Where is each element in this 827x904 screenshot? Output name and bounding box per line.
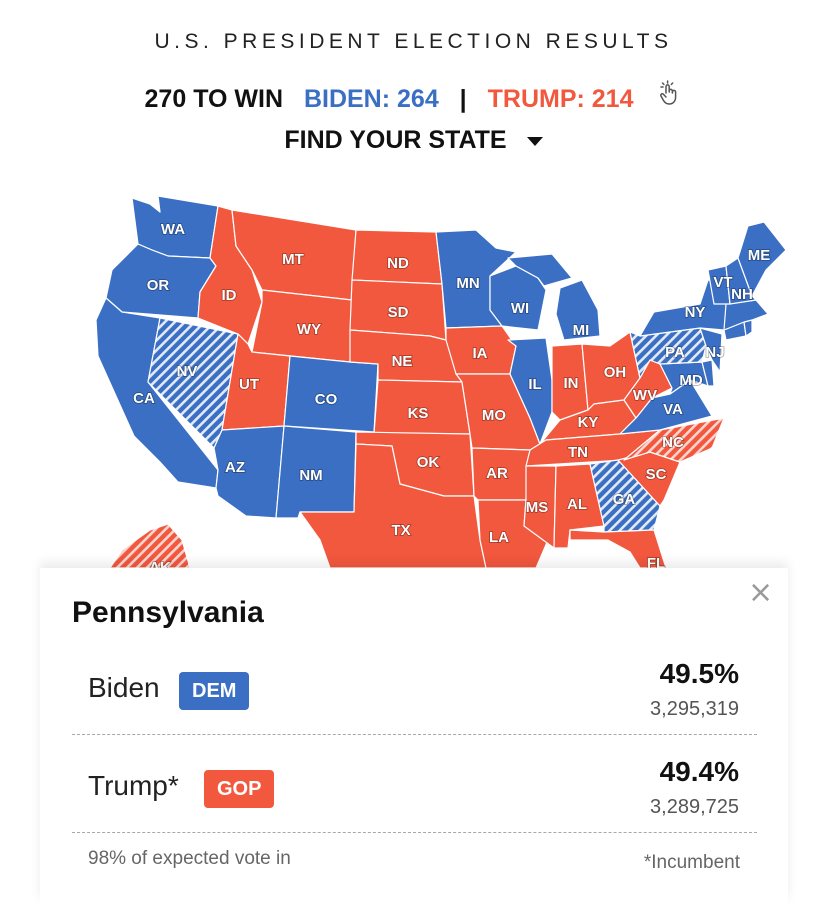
label-nh: NH	[731, 286, 753, 303]
label-nm: NM	[299, 467, 322, 484]
label-co: CO	[315, 391, 338, 408]
label-ok: OK	[417, 454, 440, 471]
label-ca: CA	[133, 390, 155, 407]
caret-down-icon	[526, 136, 543, 146]
expected-vote-status: 98% of expected vote in	[88, 848, 291, 869]
party-badge-gop: GOP	[204, 770, 275, 808]
label-pa: PA	[665, 344, 685, 361]
label-vt: VT	[713, 274, 732, 291]
label-ky: KY	[578, 414, 599, 431]
candidate-name: Biden	[88, 672, 160, 703]
state-ms[interactable]	[523, 465, 557, 549]
trump-tally: TRUMP: 214	[487, 84, 634, 113]
find-your-state-dropdown[interactable]: FIND YOUR STATE	[0, 126, 827, 155]
label-md: MD	[679, 372, 702, 389]
find-your-state-label: FIND YOUR STATE	[284, 126, 507, 154]
state-me[interactable]	[737, 221, 787, 297]
label-va: VA	[663, 401, 683, 418]
vote-percent: 49.4%	[659, 756, 739, 787]
label-wv: WV	[633, 387, 657, 404]
label-sd: SD	[388, 304, 409, 321]
label-mt: MT	[282, 251, 304, 268]
state-nh[interactable]	[725, 257, 757, 305]
incumbent-note: *Incumbent	[643, 852, 740, 873]
state-nj[interactable]	[699, 327, 723, 373]
label-nv: NV	[177, 363, 198, 380]
state-vt[interactable]	[707, 265, 731, 305]
label-ms: MS	[526, 499, 549, 516]
vote-count: 3,289,725	[650, 796, 739, 818]
label-al: AL	[567, 496, 587, 513]
state-detail-panel: × Pennsylvania Biden DEM 49.5% 3,295,319…	[40, 568, 788, 904]
label-la: LA	[489, 529, 509, 546]
state-co[interactable]	[283, 355, 379, 433]
us-election-map: WA OR CA NV ID MT WY UT CO AZ NM ND SD N…	[40, 185, 788, 568]
label-wa: WA	[161, 221, 185, 238]
label-il: IL	[528, 376, 541, 393]
vote-percent: 49.5%	[659, 658, 739, 689]
state-labels: WA OR CA NV ID MT WY UT CO AZ NM ND SD N…	[132, 220, 771, 568]
page-title: U.S. PRESIDENT ELECTION RESULTS	[154, 30, 673, 53]
label-mo: MO	[482, 407, 506, 424]
label-sc: SC	[646, 466, 667, 483]
touch-hand-icon	[660, 80, 677, 105]
label-fl: FL	[647, 555, 665, 568]
electoral-tally: 270 TO WIN BIDEN: 264 | TRUMP: 214	[0, 80, 827, 114]
candidate-row: Biden DEM 49.5% 3,295,319	[72, 638, 757, 735]
label-nc: NC	[662, 434, 684, 451]
label-ne: NE	[392, 353, 413, 370]
label-nj: NJ	[705, 344, 724, 361]
state-mi[interactable]	[507, 253, 601, 341]
label-tn: TN	[568, 444, 588, 461]
close-icon[interactable]: ×	[748, 575, 774, 610]
label-ak: AK	[149, 559, 171, 568]
party-badge-dem: DEM	[179, 672, 250, 710]
state-fl[interactable]	[569, 529, 667, 568]
label-ut: UT	[239, 376, 259, 393]
label-ar: AR	[486, 465, 508, 482]
label-me: ME	[748, 247, 771, 264]
candidate-name: Trump*	[88, 770, 179, 801]
state-ri[interactable]	[743, 319, 753, 337]
label-ny: NY	[685, 304, 706, 321]
state-de[interactable]	[701, 359, 715, 387]
label-tx: TX	[391, 522, 410, 539]
label-or: OR	[147, 277, 170, 294]
state-ak[interactable]	[109, 523, 191, 568]
label-id: ID	[222, 287, 237, 304]
label-mn: MN	[456, 275, 479, 292]
label-ia: IA	[473, 345, 488, 362]
tally-separator: |	[459, 84, 467, 113]
us-map-svg: WA OR CA NV ID MT WY UT CO AZ NM ND SD N…	[95, 195, 787, 568]
label-mi: MI	[573, 322, 590, 339]
label-ks: KS	[408, 405, 429, 422]
state-name: Pennsylvania	[72, 596, 264, 629]
label-ga: GA	[613, 491, 636, 508]
label-nd: ND	[387, 255, 409, 272]
label-in: IN	[564, 375, 579, 392]
label-az: AZ	[225, 459, 245, 476]
label-wy: WY	[297, 321, 321, 338]
vote-count: 3,295,319	[650, 698, 739, 720]
label-wi: WI	[511, 300, 529, 317]
to-win-label: 270 TO WIN	[144, 84, 283, 113]
label-oh: OH	[604, 364, 627, 381]
biden-tally: BIDEN: 264	[303, 84, 439, 113]
candidate-row: Trump* GOP 49.4% 3,289,725	[72, 736, 757, 833]
